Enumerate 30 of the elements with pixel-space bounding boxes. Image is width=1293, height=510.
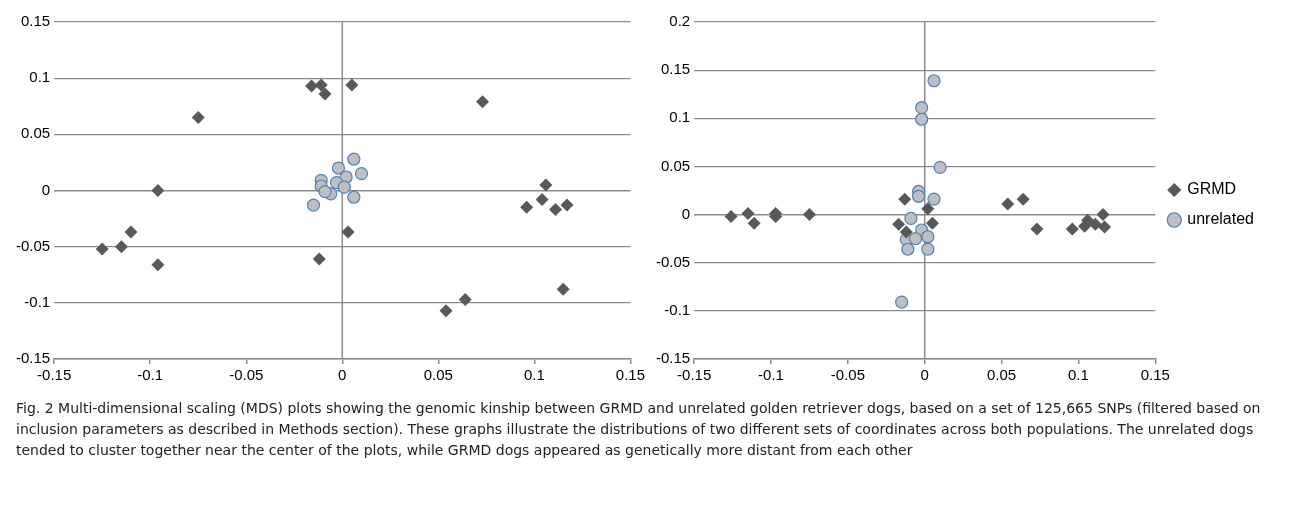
y-tick-label: 0.2 (669, 12, 691, 30)
y-tick-label: 0.1 (669, 108, 691, 126)
y-tick-label: -0.1 (24, 292, 51, 310)
y-tick-label: 0.05 (20, 124, 51, 142)
y-tick-label: -0.05 (15, 236, 51, 254)
x-tick-label: -0.1 (137, 366, 164, 384)
x-tick-label: 0.05 (986, 366, 1017, 384)
y-tick-label: 0 (41, 180, 51, 198)
x-tick-label: 0.05 (423, 366, 453, 384)
x-tick-label: 0.1 (1068, 366, 1089, 384)
y-tick-label: 0.15 (660, 60, 691, 78)
legend-label: unrelated (1187, 210, 1254, 228)
caption: Fig. 2 Multi-dimensional scaling (MDS) plots showing the genomic kinship between GRMD and unrelated golden retriever dogs, based on a set of 125,665 SNPs (filtered based on inclusion parameters as described in Methods section). These graphs illustrate the distributions of two different sets of coordinates across both populations. The unrelated dogs tended to cluster together near the center of the plots, while GRMD dogs appeared as genetically more distant from each other (15, 399, 1262, 460)
x-tick-label: 0.1 (523, 366, 545, 384)
x-tick-label: 0 (338, 366, 347, 384)
legend-label: GRMD (1187, 180, 1237, 198)
y-tick-label: -0.15 (15, 349, 51, 367)
y-tick-label: 0.1 (29, 68, 51, 86)
y-tick-label: -0.1 (664, 301, 691, 318)
x-tick-label: 0 (920, 366, 929, 384)
x-tick-label: -0.05 (229, 366, 264, 384)
y-tick-label: 0 (681, 204, 691, 222)
x-tick-label: -0.1 (758, 366, 784, 384)
x-tick-label: -0.05 (830, 366, 865, 384)
x-tick-label: 0.15 (615, 366, 645, 384)
y-tick-label: -0.15 (655, 349, 691, 367)
y-tick-label: 0.05 (660, 156, 691, 174)
x-tick-label: 0.15 (1140, 366, 1170, 384)
y-tick-label: 0.15 (20, 12, 51, 30)
y-tick-label: -0.05 (655, 252, 691, 270)
